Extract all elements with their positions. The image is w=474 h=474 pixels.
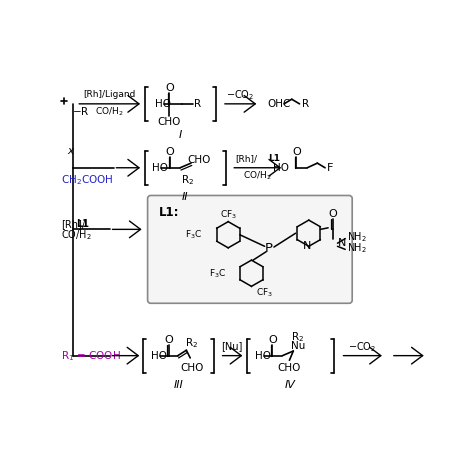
Text: CF$_3$: CF$_3$ [255, 286, 273, 299]
Text: L1: L1 [76, 219, 89, 229]
Text: F: F [328, 163, 334, 173]
Text: O: O [164, 335, 173, 345]
Text: O: O [292, 147, 301, 157]
Text: R$_1$ = COOH: R$_1$ = COOH [61, 349, 121, 363]
Text: CO/H$_2$: CO/H$_2$ [243, 169, 272, 182]
Text: $x$: $x$ [67, 146, 75, 156]
Text: $-$R: $-$R [72, 105, 89, 117]
Text: $-$CO$_2$: $-$CO$_2$ [227, 89, 255, 102]
Text: Nu: Nu [291, 341, 305, 351]
Text: NH$_2$: NH$_2$ [347, 230, 367, 244]
Text: CHO: CHO [180, 363, 203, 373]
Text: HO: HO [273, 163, 289, 173]
Text: CHO: CHO [278, 363, 301, 373]
Text: R$_2$: R$_2$ [182, 173, 194, 187]
Text: NH$_2$: NH$_2$ [347, 241, 367, 255]
Text: III: III [174, 380, 183, 390]
FancyBboxPatch shape [147, 195, 352, 303]
Text: R: R [194, 99, 201, 109]
Text: [Rh]/: [Rh]/ [236, 154, 258, 163]
Text: $-$CO$_2$: $-$CO$_2$ [348, 340, 376, 354]
Text: CH$_2$COOH: CH$_2$COOH [61, 173, 113, 187]
Text: R$_2$: R$_2$ [292, 330, 304, 344]
Text: [Nu]: [Nu] [221, 341, 243, 351]
Text: R$_2$: R$_2$ [185, 337, 198, 350]
Text: HO: HO [151, 351, 167, 361]
Text: II: II [182, 192, 188, 202]
Text: CHO: CHO [187, 155, 210, 165]
Text: O: O [328, 209, 337, 219]
Text: F$_3$C: F$_3$C [209, 267, 226, 280]
Text: OHC: OHC [267, 99, 290, 109]
Text: O: O [165, 83, 173, 93]
Text: L1: L1 [268, 154, 281, 163]
Text: HO: HO [152, 163, 168, 173]
Text: HO: HO [155, 99, 171, 109]
Text: IV: IV [285, 380, 296, 390]
Text: O: O [166, 147, 174, 157]
Text: N: N [303, 241, 311, 251]
Text: CHO: CHO [158, 118, 181, 128]
Text: HO: HO [255, 351, 271, 361]
Text: CO/H$_2$: CO/H$_2$ [61, 228, 91, 242]
Text: L1:: L1: [158, 206, 179, 219]
Text: N: N [337, 238, 346, 248]
Text: R: R [302, 99, 309, 109]
Text: P: P [264, 242, 273, 255]
Text: [Rh]/: [Rh]/ [61, 219, 85, 229]
Text: [Rh]/Ligand: [Rh]/Ligand [83, 90, 136, 99]
Text: O: O [268, 335, 277, 345]
Text: F$_3$C: F$_3$C [185, 228, 202, 241]
Text: CF$_3$: CF$_3$ [219, 209, 237, 221]
Text: I: I [179, 130, 182, 140]
Text: CO/H$_2$: CO/H$_2$ [95, 105, 124, 118]
